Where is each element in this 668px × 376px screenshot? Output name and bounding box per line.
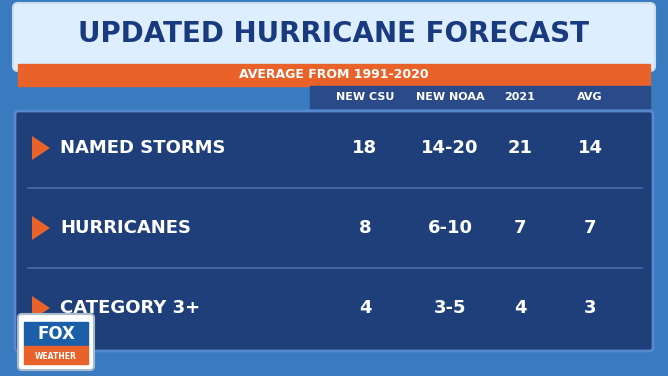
Polygon shape	[32, 216, 50, 240]
Text: 21: 21	[508, 139, 532, 157]
Text: FOX: FOX	[37, 325, 75, 343]
Text: NAMED STORMS: NAMED STORMS	[60, 139, 226, 157]
Text: UPDATED HURRICANE FORECAST: UPDATED HURRICANE FORECAST	[79, 20, 589, 48]
Text: 7: 7	[514, 219, 526, 237]
Bar	[18, 64, 650, 86]
Text: 3-5: 3-5	[434, 299, 466, 317]
Text: 14: 14	[578, 139, 603, 157]
FancyBboxPatch shape	[13, 3, 655, 71]
Text: 6-10: 6-10	[428, 219, 472, 237]
FancyBboxPatch shape	[15, 111, 653, 351]
Text: 14-20: 14-20	[422, 139, 479, 157]
Text: NEW NOAA: NEW NOAA	[415, 92, 484, 102]
Polygon shape	[32, 296, 50, 320]
Text: NEW CSU: NEW CSU	[336, 92, 394, 102]
Bar	[24, 346, 88, 364]
Bar	[24, 322, 88, 346]
Bar	[310, 86, 650, 108]
Text: AVG: AVG	[577, 92, 603, 102]
Text: CATEGORY 3+: CATEGORY 3+	[60, 299, 200, 317]
Text: AVERAGE FROM 1991-2020: AVERAGE FROM 1991-2020	[239, 68, 429, 82]
Text: 18: 18	[353, 139, 377, 157]
Text: WEATHER: WEATHER	[35, 352, 77, 361]
Text: 2021: 2021	[504, 92, 536, 102]
Text: 3: 3	[584, 299, 597, 317]
Text: 4: 4	[359, 299, 371, 317]
FancyBboxPatch shape	[18, 314, 94, 370]
Polygon shape	[32, 136, 50, 160]
Text: 8: 8	[359, 219, 371, 237]
Text: 4: 4	[514, 299, 526, 317]
Text: HURRICANES: HURRICANES	[60, 219, 191, 237]
Text: 7: 7	[584, 219, 597, 237]
